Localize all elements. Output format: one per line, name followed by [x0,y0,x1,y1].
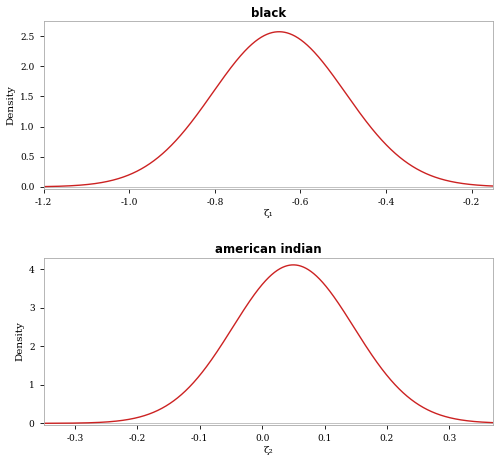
X-axis label: ζ₂: ζ₂ [264,446,273,455]
Title: american indian: american indian [215,243,322,256]
Y-axis label: Density: Density [16,322,24,361]
Y-axis label: Density: Density [7,85,16,125]
Title: black: black [251,7,286,20]
X-axis label: ζ₁: ζ₁ [264,209,273,219]
